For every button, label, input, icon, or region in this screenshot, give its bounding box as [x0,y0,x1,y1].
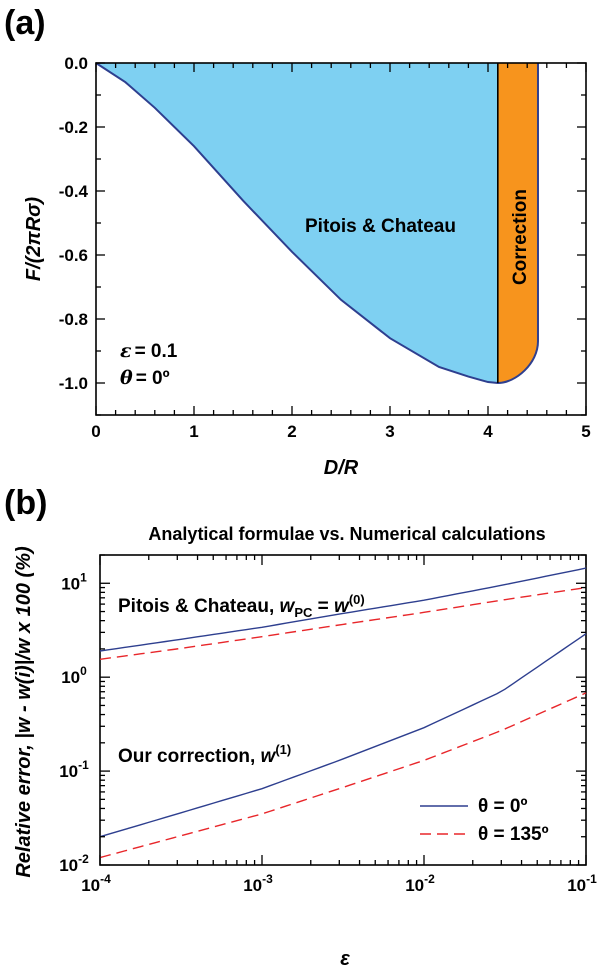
plot-frame-b [99,554,587,866]
legend-label-theta-0: θ = 0º [478,796,527,817]
x-tick-label-a: 3 [385,422,394,441]
plot-frame-a [95,62,587,416]
y-tick-label-a: 0.0 [64,54,88,73]
y-axis-label-b: Relative error, |w - w(i)|/w x 100 (%) [13,546,35,878]
y-tick-label-b: 10-1 [59,758,89,781]
x-tick-label-b: 10-2 [405,872,435,895]
panel-a-chart: 0 1 2 3 4 5 0.0 -0.2 -0.4 -0.6 -0.8 -1.0 Pitois & C… [23,54,591,479]
series-line-correction-theta-135 [99,692,587,859]
pitois-chateau-label: Pitois & Chateau [305,216,456,237]
x-tick-label-a: 5 [581,422,590,441]
y-tick-label-a: -0.4 [59,182,89,201]
epsilon-value: = 0.1 [135,341,178,362]
x-tick-label-a: 0 [91,422,100,441]
panel-label-a: (a) [4,4,46,42]
y-tick-label-a: -0.6 [59,246,88,265]
legend-label-theta-135: θ = 135º [478,824,549,845]
theta-value: = 0º [136,368,170,389]
y-axis-label-a: F/(2πRσ) [23,197,45,282]
series-line-pitois-theta-135 [99,586,587,661]
error-series [99,567,587,859]
series-line-pitois-theta-0 [99,567,587,652]
x-tick-label-a: 4 [483,422,493,441]
x-tick-label-a: 2 [287,422,296,441]
x-axis-label-a: D/R [324,457,359,479]
our-correction-annotation: Our correction, w(1) [118,742,291,767]
x-tick-label-b: 10-4 [81,872,111,895]
y-tick-label-b: 101 [61,570,87,593]
correction-label: Correction [510,189,531,285]
panel-b-chart: 10-4 10-3 10-2 10-1 10-2 10-1 100 101 Pitois & … [13,546,597,969]
chart-title-b: Analytical formulae vs. Numerical calcul… [148,524,545,544]
pitois-chateau-annotation: Pitois & Chateau, wPC = w(0) [118,592,365,620]
y-tick-label-a: -0.8 [59,310,88,329]
series-line-correction-theta-0 [99,633,587,838]
correction-region [497,63,538,383]
x-tick-label-a: 1 [189,422,198,441]
x-tick-label-b: 10-3 [243,872,273,895]
y-tick-label-b: 10-2 [59,852,89,875]
axis-ticks-b: 10-4 10-3 10-2 10-1 10-2 10-1 100 101 [59,554,597,895]
legend: θ = 0º θ = 135º [420,796,549,845]
epsilon-annotation: ε = 0.1 [120,340,178,362]
y-tick-label-b: 100 [61,664,87,687]
pitois-chateau-region [96,63,498,383]
y-tick-label-a: -1.0 [59,374,88,393]
x-tick-label-b: 10-1 [567,872,597,895]
panel-label-b: (b) [4,484,47,522]
theta-annotation: θ = 0º [120,367,170,389]
y-tick-label-a: -0.2 [59,118,88,137]
x-axis-label-b: ε [340,948,350,969]
axis-ticks-a: 0 1 2 3 4 5 0.0 -0.2 -0.4 -0.6 -0.8 -1.0 [59,54,591,441]
